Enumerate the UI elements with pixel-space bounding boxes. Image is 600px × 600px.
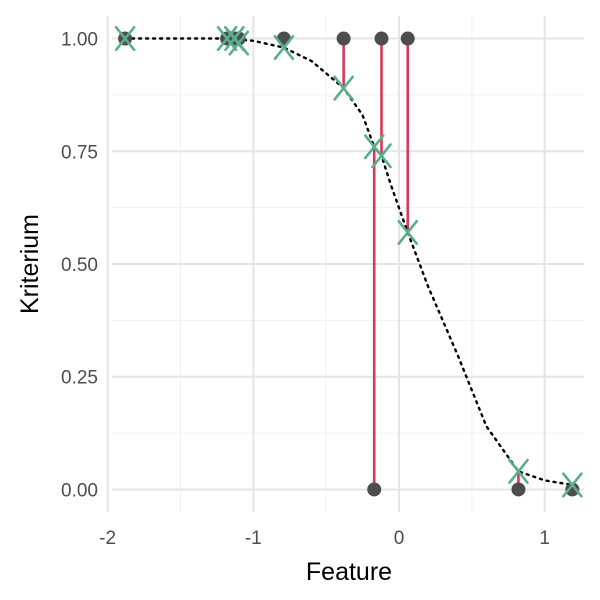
observed-point <box>336 31 351 46</box>
fitted-curve <box>123 37 574 487</box>
observed-point <box>374 31 389 46</box>
y-tick-label: 0.50 <box>61 255 98 276</box>
observed-point <box>511 482 526 497</box>
y-axis-title: Kriterium <box>16 214 44 314</box>
predicted-marker <box>273 35 295 61</box>
y-tick-label: 0.75 <box>61 142 98 163</box>
predicted-marker <box>114 25 136 52</box>
x-tick-label: -1 <box>245 528 262 549</box>
x-axis-title: Feature <box>306 558 392 586</box>
grid <box>106 16 584 512</box>
predicted-marker <box>228 30 250 56</box>
y-tick-label: 1.00 <box>61 30 98 51</box>
predicted-marker <box>508 458 529 484</box>
predicted-marker <box>216 25 238 52</box>
y-tick-label: 0.00 <box>61 480 98 501</box>
predicted-marker <box>333 75 354 101</box>
y-tick-label: 0.25 <box>61 368 98 389</box>
observed-point <box>565 482 580 497</box>
x-tick-label: 0 <box>394 528 405 549</box>
predicted-markers <box>114 25 583 498</box>
residual-lines <box>282 38 520 490</box>
x-tick-labels: -2 -1 0 1 <box>99 528 550 549</box>
predicted-marker <box>562 472 583 498</box>
y-tick-labels: 0.00 0.25 0.50 0.75 1.00 <box>61 30 98 502</box>
predicted-marker <box>397 219 419 245</box>
x-tick-label: -2 <box>99 528 116 549</box>
predicted-marker <box>371 143 392 169</box>
x-tick-label: 1 <box>539 528 550 549</box>
observed-point <box>231 31 246 46</box>
observed-point <box>367 482 382 497</box>
observed-point <box>400 31 415 46</box>
